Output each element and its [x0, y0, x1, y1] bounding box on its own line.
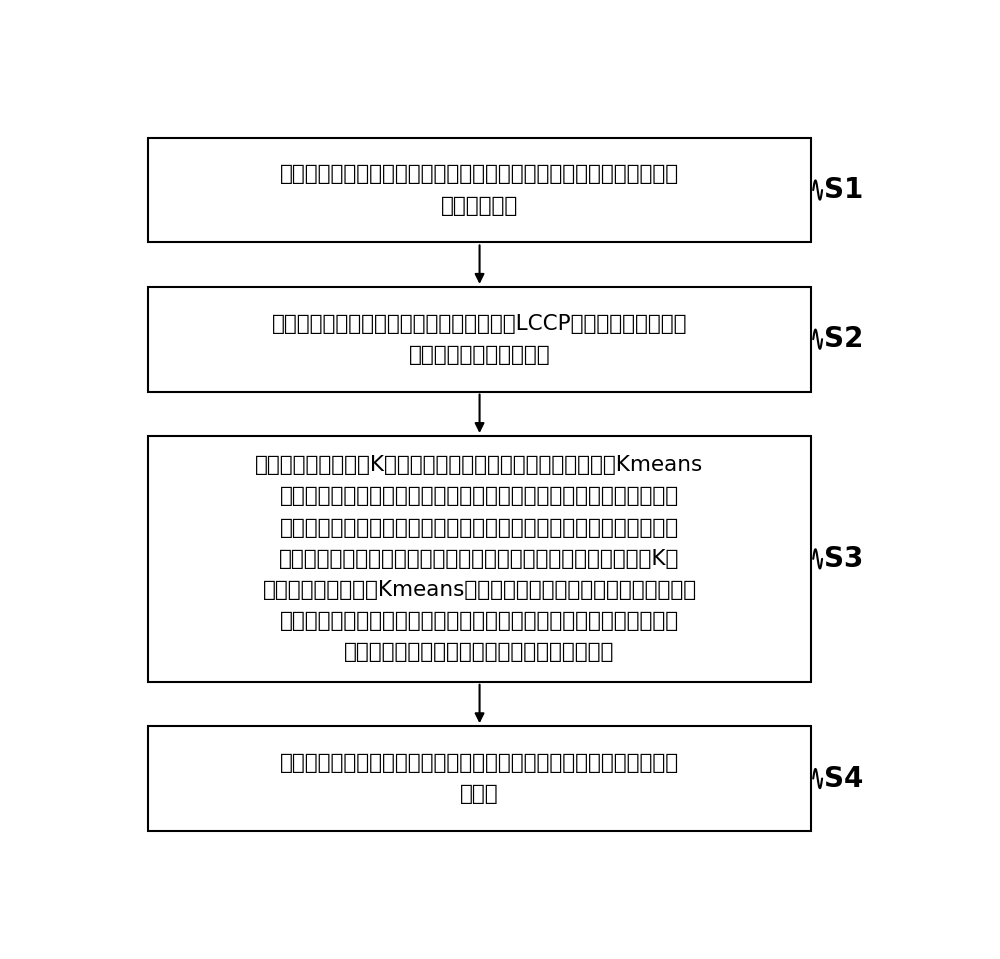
Bar [148, 436, 811, 682]
Text: 用第一预设数量作为K值对所述第一聚类集合中的任一点群进行Kmeans
聚类，得到由所述第一预设数量的点群组成的第一聚类子集，根据所述
第一聚类子集中每两个点群对: 用第一预设数量作为K值对所述第一聚类集合中的任一点群进行Kmeans 聚类，得到… [255, 456, 704, 663]
Text: S2: S2 [824, 325, 864, 353]
Text: 根据所述第二聚类集合中各点群对应的点云数据，分别获每一叶片的生
长参数: 根据所述第二聚类集合中各点群对应的点云数据，分别获每一叶片的生 长参数 [280, 753, 679, 805]
Text: S3: S3 [824, 545, 864, 573]
Bar [148, 138, 811, 243]
Bar [148, 287, 811, 391]
Bar [148, 726, 811, 830]
Text: S4: S4 [824, 764, 864, 792]
Text: S1: S1 [824, 176, 863, 204]
Text: 对所述体素块集合中的所述多个体素块进行LCCP聚类，得到由多个点
群组成的第一聚类集合；: 对所述体素块集合中的所述多个体素块进行LCCP聚类，得到由多个点 群组成的第一聚… [272, 314, 687, 364]
Text: 对目标果树冠层枝叶的点云数据进行超体聚类，得到由多个体素块组成
的体素块集合: 对目标果树冠层枝叶的点云数据进行超体聚类，得到由多个体素块组成 的体素块集合 [280, 164, 679, 216]
